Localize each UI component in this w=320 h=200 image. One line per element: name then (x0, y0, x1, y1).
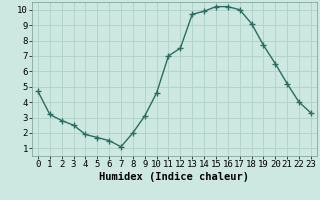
X-axis label: Humidex (Indice chaleur): Humidex (Indice chaleur) (100, 172, 249, 182)
